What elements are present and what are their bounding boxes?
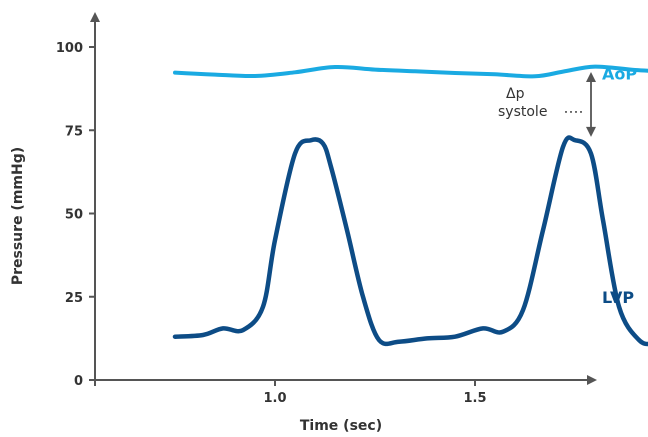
dp-systole-label: systole — [498, 104, 547, 120]
dp-systole-arrowhead-bottom — [586, 126, 596, 137]
y-tick-label: 100 — [56, 41, 83, 56]
dp-systole-symbol: Δp — [506, 86, 525, 102]
series-labels: AoP LVP — [602, 65, 637, 307]
y-tick-label: 25 — [65, 291, 83, 306]
series-lines — [172, 64, 648, 347]
y-tick-label: 0 — [74, 374, 83, 389]
y-tick-label: 50 — [65, 208, 83, 223]
x-axis-arrowhead — [587, 375, 597, 385]
annotations: ΔpsystoleΔpdiastole — [498, 71, 596, 137]
series-label-aop: AoP — [602, 65, 637, 84]
series-line-lvp — [172, 135, 648, 347]
y-tick-label: 75 — [65, 124, 83, 139]
series-line-aop — [173, 64, 648, 79]
x-tick-label: 1.5 — [463, 391, 486, 406]
y-axis-title: Pressure (mmHg) — [10, 147, 26, 285]
y-ticks: 0 25 50 75 100 — [56, 41, 95, 389]
x-ticks: 1.01.52.02.5 — [263, 380, 487, 406]
x-tick-label: 1.0 — [263, 391, 286, 406]
axes — [89, 12, 597, 386]
series-label-lvp: LVP — [602, 288, 634, 307]
dp-systole-arrowhead-top — [586, 71, 596, 82]
x-axis-title: Time (sec) — [300, 418, 382, 434]
y-axis-arrowhead — [90, 12, 100, 22]
